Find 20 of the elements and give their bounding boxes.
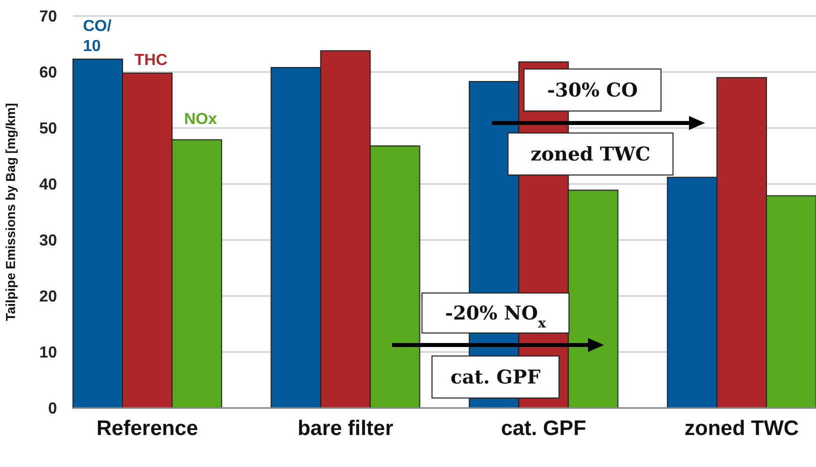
annotation: -30% CO [547,80,638,102]
y-tick-label: 40 [39,176,58,194]
y-tick-label: 20 [39,288,58,306]
y-tick-label: 70 [39,8,58,26]
x-tick-label: zoned TWC [684,417,799,440]
y-tick-label: 30 [39,232,58,250]
series-label: NOx [184,110,218,128]
y-tick-label: 50 [39,120,58,138]
annotation: cat. GPF [450,366,541,389]
y-tick-label: 60 [39,64,58,82]
y-axis-title: Tailpipe Emissions by Bag [mg/km] [3,103,18,321]
x-tick-label: Reference [96,417,198,440]
annotation: -20% NO$_{x}$ [445,302,547,332]
annotation: zoned TWC [530,144,650,166]
series-label: CO/10 [83,18,112,56]
x-tick-label: bare filter [298,417,394,440]
x-tick-label: cat. GPF [500,417,586,440]
series-label: THC [134,52,168,70]
y-tick-label: 0 [48,400,58,418]
y-tick-label: 10 [39,344,58,362]
